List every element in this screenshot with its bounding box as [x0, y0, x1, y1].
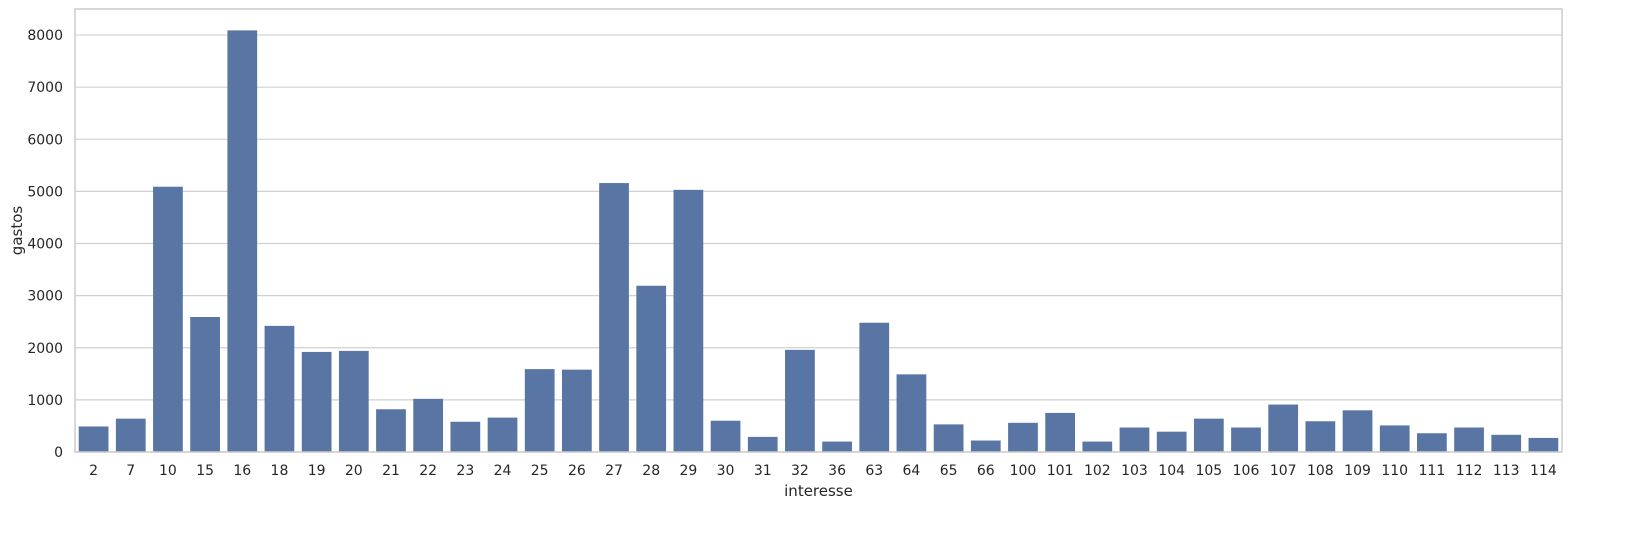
x-tick-label: 64: [903, 463, 921, 479]
bar-15: [190, 317, 220, 452]
x-tick-label: 26: [568, 463, 586, 479]
x-tick-label: 101: [1047, 463, 1074, 479]
bar-25: [524, 369, 555, 452]
x-tick-label: 111: [1419, 463, 1446, 479]
y-tick-label: 4000: [27, 237, 63, 253]
x-tick-label: 24: [494, 463, 512, 479]
y-tick-label: 3000: [27, 289, 63, 305]
x-tick-label: 31: [754, 463, 772, 479]
bar-36: [822, 441, 852, 452]
bar-108: [1305, 421, 1336, 452]
x-tick-label: 63: [865, 463, 883, 479]
bar-66: [970, 440, 1001, 452]
bar-18: [264, 325, 295, 452]
bar-26: [561, 369, 592, 452]
x-tick-label: 18: [271, 463, 289, 479]
x-tick-label: 10: [159, 463, 177, 479]
x-tick-label: 36: [828, 463, 846, 479]
bar-10: [153, 186, 183, 452]
bar-24: [487, 417, 518, 452]
bar-112: [1454, 427, 1484, 452]
bar-22: [413, 398, 444, 452]
x-tick-label: 112: [1456, 463, 1483, 479]
y-tick-label: 7000: [27, 80, 63, 96]
x-tick-label: 28: [642, 463, 660, 479]
x-tick-label: 2: [89, 463, 98, 479]
x-tick-label: 107: [1270, 463, 1297, 479]
x-tick-label: 110: [1381, 463, 1408, 479]
y-tick-label: 5000: [27, 184, 63, 200]
bar-100: [1008, 422, 1038, 452]
x-tick-label: 16: [233, 463, 251, 479]
x-axis-title: interesse: [784, 482, 853, 500]
bar-107: [1268, 404, 1299, 452]
x-tick-label: 32: [791, 463, 809, 479]
plot-border: [74, 8, 1563, 453]
x-tick-labels: 2 7 10 15 16 18 19 20 21 22 23 24 25 26 27 28 29 30 31 32 36…: [89, 463, 1557, 479]
bar-21: [376, 409, 406, 452]
bar-65: [933, 424, 964, 452]
bar-32: [785, 349, 815, 452]
y-axis-title: gastos: [8, 206, 26, 256]
x-tick-label: 106: [1233, 463, 1260, 479]
y-tick-label: 2000: [27, 341, 63, 357]
bar-29: [673, 189, 704, 452]
x-tick-label: 23: [456, 463, 474, 479]
x-tick-label: 29: [679, 463, 697, 479]
bar-27: [599, 183, 629, 452]
bar-16: [227, 30, 258, 453]
bar-102: [1082, 441, 1113, 452]
bar-7: [115, 418, 146, 452]
bar-28: [636, 285, 667, 452]
bar-113: [1491, 434, 1522, 452]
x-tick-label: 7: [126, 463, 135, 479]
bar-20: [338, 350, 369, 452]
y-tick-label: 0: [54, 445, 63, 461]
x-tick-label: 21: [382, 463, 400, 479]
x-tick-label: 105: [1195, 463, 1222, 479]
x-tick-label: 114: [1530, 463, 1557, 479]
x-tick-label: 102: [1084, 463, 1111, 479]
y-tick-label: 8000: [27, 28, 63, 44]
bar-105: [1193, 418, 1224, 452]
x-tick-label: 109: [1344, 463, 1371, 479]
x-tick-label: 113: [1493, 463, 1520, 479]
y-tick-labels: 0 1000 2000 3000 4000 5000 6000 7000 8000: [27, 28, 63, 461]
bar-111: [1417, 433, 1447, 452]
x-tick-label: 15: [196, 463, 214, 479]
x-tick-label: 20: [345, 463, 363, 479]
bar-106: [1231, 427, 1261, 452]
bar-30: [710, 420, 741, 452]
x-tick-label: 22: [419, 463, 437, 479]
bar-110: [1379, 425, 1410, 452]
y-tick-label: 6000: [27, 132, 63, 148]
bar-114: [1528, 437, 1559, 452]
bar-19: [301, 351, 332, 452]
bar-2: [78, 426, 109, 452]
gridlines: [75, 34, 1562, 453]
plot-frame: [74, 8, 1563, 453]
x-tick-label: 30: [717, 463, 735, 479]
bar-101: [1045, 412, 1076, 452]
bars: [78, 30, 1559, 453]
bar-64: [896, 374, 927, 452]
x-tick-label: 25: [531, 463, 549, 479]
y-tick-label: 1000: [27, 393, 63, 409]
x-tick-label: 103: [1121, 463, 1148, 479]
bar-104: [1156, 431, 1187, 452]
x-tick-label: 65: [940, 463, 958, 479]
x-tick-label: 19: [308, 463, 326, 479]
x-tick-label: 66: [977, 463, 995, 479]
x-tick-label: 104: [1158, 463, 1185, 479]
x-tick-label: 100: [1010, 463, 1037, 479]
x-tick-label: 27: [605, 463, 623, 479]
bar-109: [1342, 410, 1373, 452]
bar-103: [1119, 427, 1150, 452]
bar-31: [747, 436, 778, 452]
x-tick-label: 108: [1307, 463, 1334, 479]
bar-23: [450, 421, 481, 452]
bar-63: [859, 322, 890, 452]
